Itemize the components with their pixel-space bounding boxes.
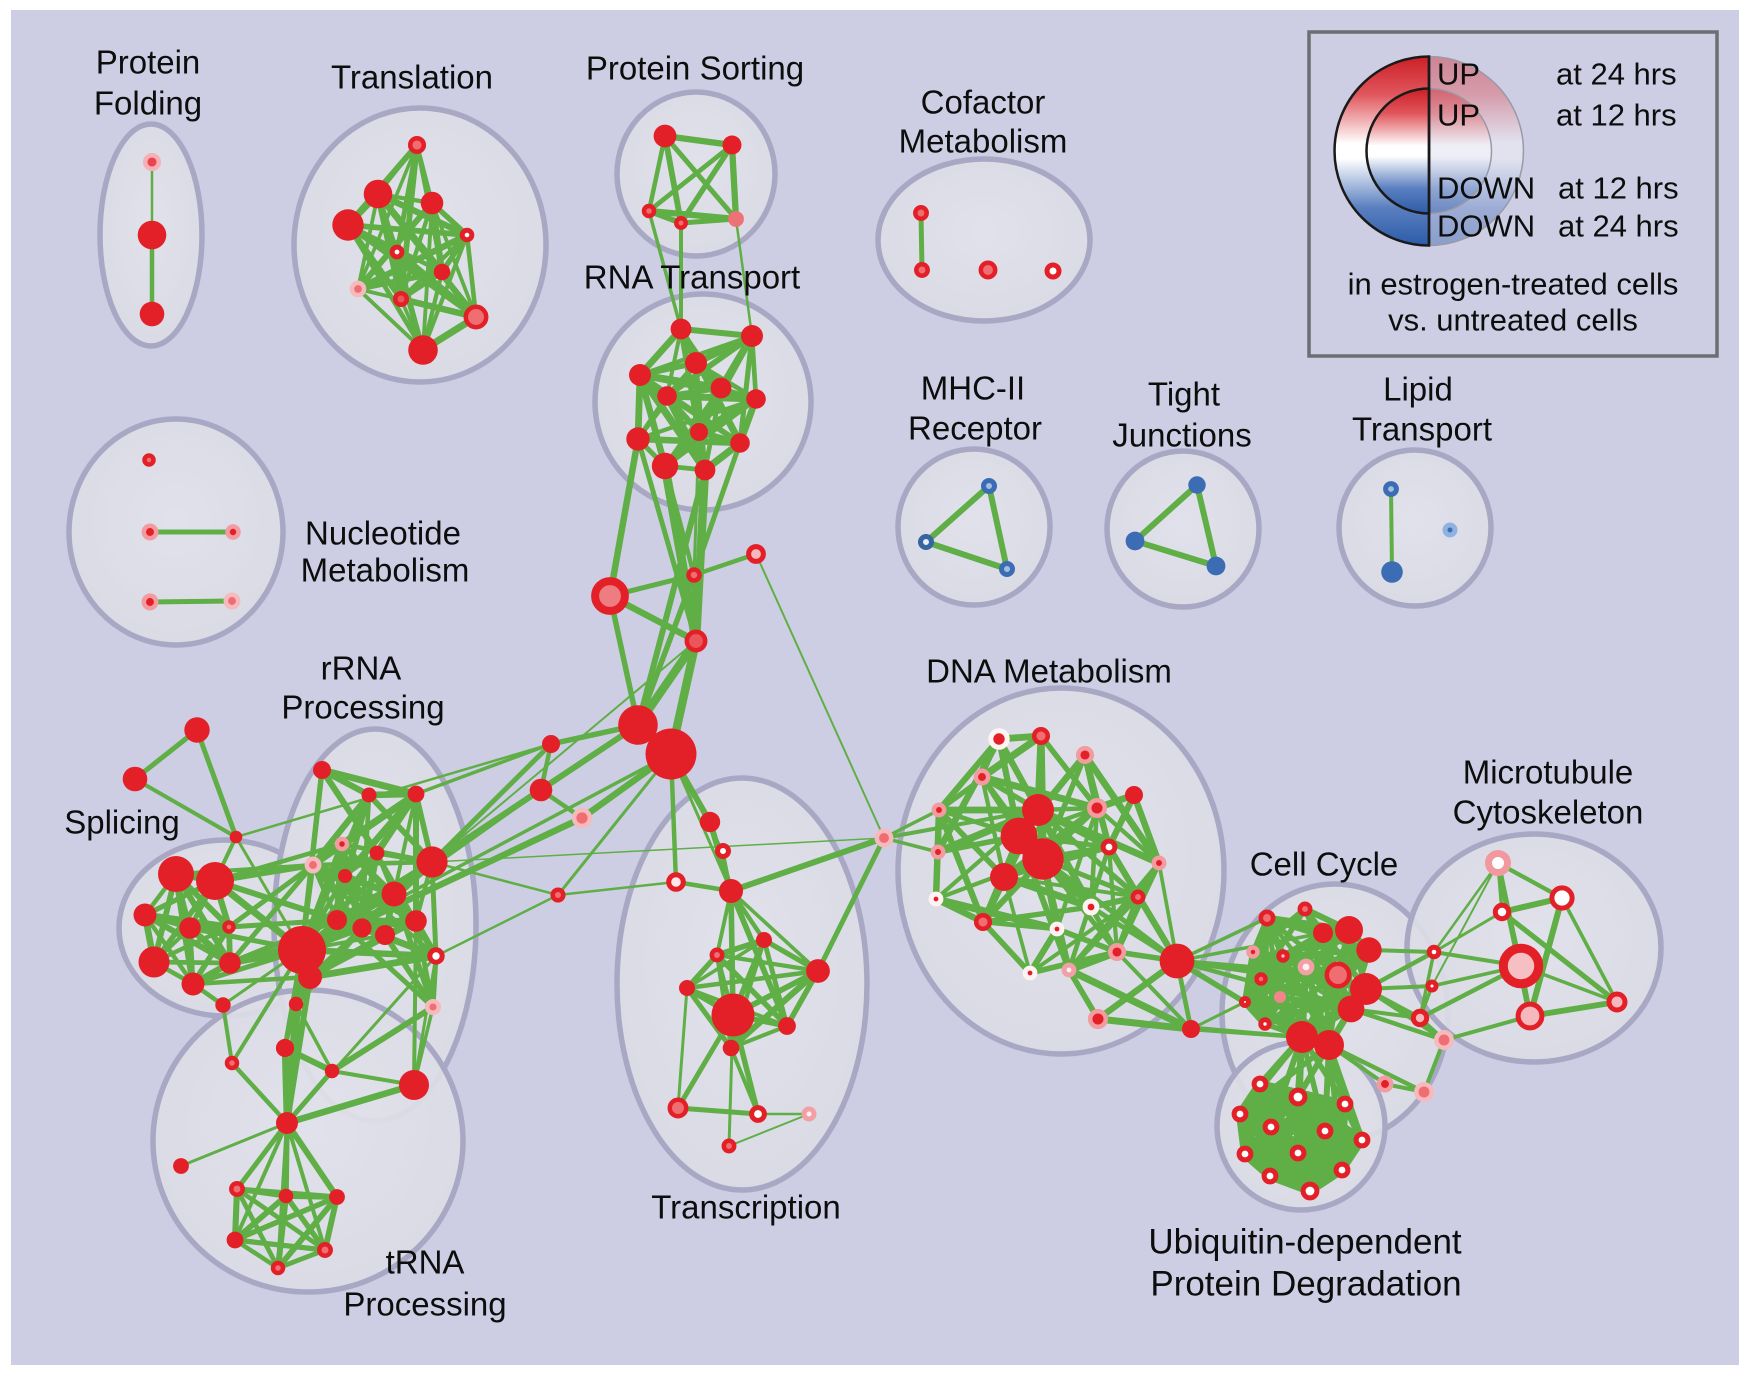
svg-text:UP: UP — [1437, 98, 1480, 133]
svg-text:vs. untreated cells: vs. untreated cells — [1388, 303, 1638, 338]
svg-text:Translation: Translation — [331, 59, 493, 96]
svg-text:Transport: Transport — [1352, 411, 1492, 448]
svg-text:at 12 hrs: at 12 hrs — [1558, 171, 1679, 206]
svg-text:Processing: Processing — [343, 1286, 506, 1323]
svg-text:Protein: Protein — [96, 44, 201, 81]
svg-text:DOWN: DOWN — [1437, 209, 1535, 244]
svg-text:Metabolism: Metabolism — [899, 123, 1068, 160]
svg-text:at 24 hrs: at 24 hrs — [1558, 209, 1679, 244]
svg-text:Splicing: Splicing — [64, 804, 180, 841]
svg-text:UP: UP — [1437, 57, 1480, 92]
svg-text:Processing: Processing — [281, 689, 444, 726]
svg-text:MHC-II: MHC-II — [921, 370, 1025, 407]
svg-text:in estrogen-treated cells: in estrogen-treated cells — [1348, 267, 1679, 302]
svg-text:at 24 hrs: at 24 hrs — [1556, 57, 1677, 92]
svg-text:RNA Transport: RNA Transport — [584, 259, 800, 296]
svg-text:Metabolism: Metabolism — [301, 552, 470, 589]
svg-text:tRNA: tRNA — [386, 1244, 465, 1281]
svg-text:DNA Metabolism: DNA Metabolism — [926, 653, 1172, 690]
svg-text:Cell Cycle: Cell Cycle — [1250, 846, 1399, 883]
svg-text:Lipid: Lipid — [1383, 371, 1453, 408]
svg-text:Ubiquitin-dependent: Ubiquitin-dependent — [1148, 1223, 1462, 1262]
svg-text:Folding: Folding — [94, 85, 202, 122]
svg-text:rRNA: rRNA — [321, 650, 402, 687]
svg-text:Receptor: Receptor — [908, 410, 1042, 447]
svg-text:at 12 hrs: at 12 hrs — [1556, 98, 1677, 133]
svg-text:Cofactor: Cofactor — [921, 84, 1046, 121]
svg-text:Tight: Tight — [1148, 376, 1220, 413]
svg-text:Protein Sorting: Protein Sorting — [586, 50, 804, 87]
svg-text:Nucleotide: Nucleotide — [305, 515, 461, 552]
svg-text:Cytoskeleton: Cytoskeleton — [1453, 794, 1644, 831]
svg-text:Junctions: Junctions — [1112, 417, 1251, 454]
svg-text:Protein Degradation: Protein Degradation — [1150, 1265, 1461, 1304]
svg-text:DOWN: DOWN — [1437, 171, 1535, 206]
svg-text:Microtubule: Microtubule — [1463, 754, 1634, 791]
svg-text:Transcription: Transcription — [651, 1189, 841, 1226]
